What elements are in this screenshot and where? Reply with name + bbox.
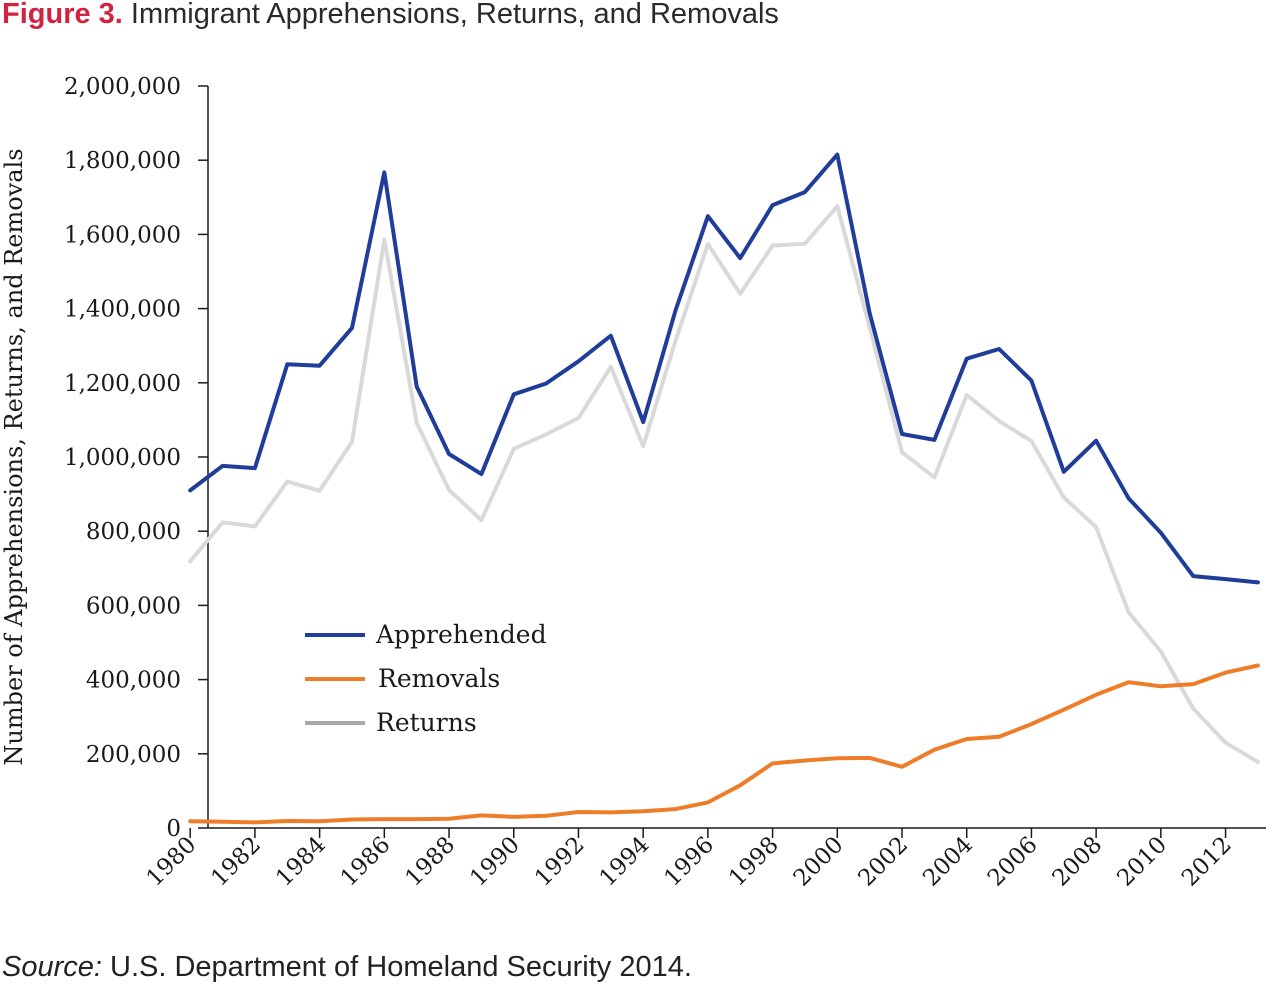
x-tick-label: 2000 — [789, 832, 849, 892]
x-axis-ticks: 1980 1982 1984 1986 1988 1990 1992 1994 1996 1998… — [142, 828, 1237, 892]
legend-item-apprehended: Apprehended — [305, 620, 547, 649]
x-tick-label: 1998 — [724, 832, 784, 892]
x-tick-label: 1986 — [336, 832, 396, 892]
x-tick-label: 2004 — [918, 832, 978, 892]
x-tick-label: 1988 — [401, 832, 461, 892]
source-label: Source: — [2, 951, 102, 983]
y-tick-label: 1,400,000 — [64, 297, 181, 323]
x-tick-label: 1994 — [595, 832, 655, 892]
x-tick-label: 2006 — [983, 832, 1043, 892]
y-axis-title: Number of Apprehensions, Returns, and Re… — [0, 148, 28, 765]
source-note: Source: U.S. Department of Homeland Secu… — [2, 951, 692, 984]
y-tick-label: 1,200,000 — [64, 371, 181, 397]
x-tick-label: 1992 — [530, 832, 590, 892]
y-tick-label: 800,000 — [86, 519, 181, 545]
x-tick-label: 1982 — [206, 832, 266, 892]
series-line-removals — [188, 663, 1260, 825]
y-tick-label: 600,000 — [86, 593, 181, 619]
x-tick-label: 2008 — [1048, 832, 1108, 892]
legend: Apprehended Removals Returns — [305, 620, 547, 737]
figure-number: Figure 3. — [2, 0, 123, 30]
y-tick-label: 1,600,000 — [64, 222, 181, 248]
legend-label-apprehended: Apprehended — [375, 620, 547, 649]
x-tick-label: 1984 — [271, 832, 331, 892]
y-tick-label: 200,000 — [86, 742, 181, 768]
series-lines — [188, 152, 1260, 825]
legend-item-removals: Removals — [305, 664, 500, 693]
figure-title: Figure 3. Immigrant Apprehensions, Retur… — [2, 0, 779, 31]
figure-title-text: Immigrant Apprehensions, Returns, and Re… — [130, 0, 779, 30]
y-tick-label: 1,000,000 — [64, 445, 181, 471]
x-tick-label: 2010 — [1112, 832, 1172, 892]
x-tick-label: 2012 — [1177, 832, 1237, 892]
y-axis-ticks: 0 200,000 400,000 600,000 800,000 1,000,000 1,… — [64, 74, 208, 842]
series-line-apprehended — [188, 152, 1260, 585]
x-tick-label: 1996 — [659, 832, 719, 892]
legend-label-removals: Removals — [378, 664, 500, 693]
series-line-returns — [188, 204, 1260, 764]
y-tick-label: 1,800,000 — [64, 148, 181, 174]
y-tick-label: 2,000,000 — [64, 74, 181, 100]
legend-label-returns: Returns — [376, 708, 477, 737]
x-tick-label: 1990 — [465, 832, 525, 892]
y-tick-label: 400,000 — [86, 668, 181, 694]
x-tick-label: 2002 — [853, 832, 913, 892]
legend-item-returns: Returns — [305, 708, 477, 737]
y-tick-label: 0 — [166, 816, 181, 842]
source-text: U.S. Department of Homeland Security 201… — [110, 951, 692, 983]
